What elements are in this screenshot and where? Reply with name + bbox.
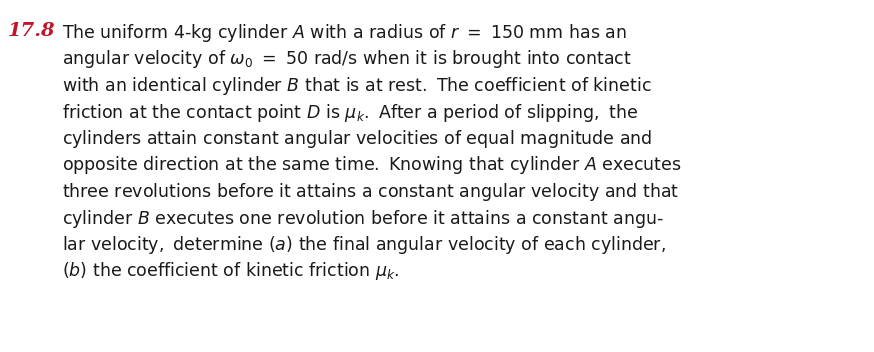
Text: $\mathrm{(}$$\mathit{b}$$\mathrm{)\ the\ coefficient\ of\ kinetic\ friction\ }$$: $\mathrm{(}$$\mathit{b}$$\mathrm{)\ the\… (62, 260, 399, 283)
Text: $\mathrm{The\ uniform\ 4\text{-}kg\ cylinder\ }$$\mathit{A}$$\mathrm{\ with\ a\ : $\mathrm{The\ uniform\ 4\text{-}kg\ cyli… (62, 22, 627, 44)
Text: $\mathrm{cylinders\ attain\ constant\ angular\ velocities\ of\ equal\ magnitude\: $\mathrm{cylinders\ attain\ constant\ an… (62, 128, 653, 150)
Text: $\mathrm{angular\ velocity\ of\ }$$\mathit{\omega}_0$$\mathrm{\ =\ 50\ rad/s\ wh: $\mathrm{angular\ velocity\ of\ }$$\math… (62, 49, 632, 70)
Text: $\mathrm{opposite\ direction\ at\ the\ same\ time.\ Knowing\ that\ cylinder\ }$$: $\mathrm{opposite\ direction\ at\ the\ s… (62, 155, 682, 176)
Text: 17.8: 17.8 (8, 22, 56, 40)
Text: $\mathrm{cylinder\ }$$\mathit{B}$$\mathrm{\ executes\ one\ revolution\ before\ i: $\mathrm{cylinder\ }$$\mathit{B}$$\mathr… (62, 207, 664, 230)
Text: $\mathrm{with\ an\ identical\ cylinder\ }$$\mathit{B}$$\mathrm{\ that\ is\ at\ r: $\mathrm{with\ an\ identical\ cylinder\ … (62, 75, 652, 97)
Text: $\mathrm{lar\ velocity,\ determine\ (}$$\mathit{a}$$\mathrm{)\ the\ final\ angul: $\mathrm{lar\ velocity,\ determine\ (}$$… (62, 234, 666, 256)
Text: $\mathrm{three\ revolutions\ before\ it\ attains\ a\ constant\ angular\ velocity: $\mathrm{three\ revolutions\ before\ it\… (62, 181, 679, 203)
Text: $\mathrm{friction\ at\ the\ contact\ point\ }$$\mathit{D}$$\mathrm{\ is\ }$$\mat: $\mathrm{friction\ at\ the\ contact\ poi… (62, 101, 638, 124)
